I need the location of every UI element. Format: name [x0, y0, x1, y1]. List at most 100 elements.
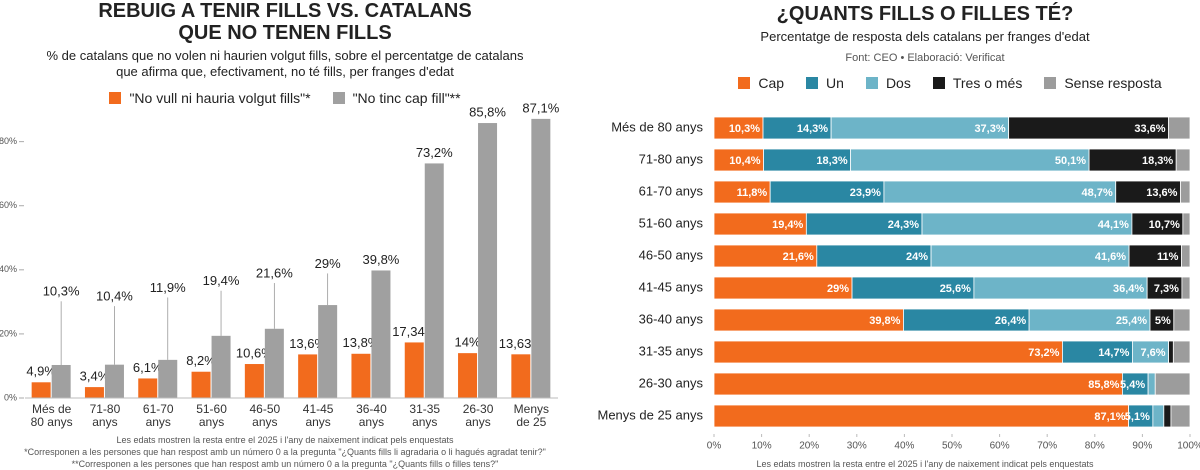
y-tick-label: 71-80 anys [639, 151, 704, 166]
footnote: Les edats mostren la resta entre el 2025… [756, 459, 1094, 469]
y-tick-label: 26-30 anys [639, 375, 704, 390]
chart-title: REBUIG A TENIR FILLS VS. CATALANS QUE NO… [98, 0, 472, 44]
bar [211, 335, 231, 398]
bar [31, 382, 51, 398]
value-label: 87,1% [1094, 411, 1125, 423]
bar-segment [1168, 116, 1191, 140]
value-label: 4,9% [26, 364, 56, 379]
bar [191, 371, 211, 398]
y-tick-label: 46-50 anys [639, 247, 704, 262]
value-label: 7,6% [1141, 347, 1166, 359]
y-tick-label: 20% [0, 328, 17, 338]
value-label: 11,9% [150, 280, 186, 295]
x-tick-label: 0% [707, 441, 722, 452]
x-tick-label: 50% [942, 441, 962, 452]
value-label: 19,4% [203, 273, 240, 288]
bar-segment [1154, 372, 1191, 396]
x-tick-label: 90% [1132, 441, 1152, 452]
legend-label: Tres o més [952, 75, 1023, 91]
value-label: 5% [1155, 315, 1171, 327]
value-label: 10,4% [729, 155, 760, 167]
value-label: 37,3% [974, 123, 1005, 135]
y-tick-label: 60% [0, 200, 17, 210]
value-label: 73,2% [416, 145, 453, 160]
y-tick-label: 80% [0, 136, 17, 146]
y-tick-label: 51-60 anys [639, 215, 704, 230]
bar-segment [850, 148, 1090, 172]
value-label: 10,3% [729, 123, 760, 135]
bar [264, 328, 284, 398]
x-tick-label: 71-80 anys [89, 402, 121, 429]
bar [511, 354, 531, 398]
chart-source: Font: CEO • Elaboració: Verificat [845, 52, 1005, 64]
value-label: 26,4% [995, 315, 1026, 327]
value-label: 25,4% [1116, 315, 1147, 327]
bar [404, 342, 424, 398]
bar-segment [1182, 212, 1191, 236]
legend-label: "No tinc cap fill"** [352, 90, 461, 106]
y-tick-label: Més de 80 anys [611, 119, 703, 134]
y-tick-label: 36-40 anys [639, 311, 704, 326]
legend-item: Tres o més [932, 75, 1023, 91]
footnote: *Corresponen a les persones que han resp… [24, 447, 546, 457]
legend-swatch [865, 77, 878, 89]
x-tick-label: 36-40 anys [356, 402, 387, 429]
x-tick-label: 100% [1177, 441, 1200, 452]
value-label: 10,3% [43, 284, 80, 299]
value-label: 33,6% [1134, 123, 1165, 135]
bar [104, 364, 124, 398]
x-tick-label: 70% [1037, 441, 1057, 452]
value-label: 21,6% [783, 251, 814, 263]
bar [158, 359, 178, 398]
bar-segment [1181, 244, 1191, 268]
legend-item: Un [806, 75, 844, 91]
value-label: 14,3% [797, 123, 828, 135]
bar-segment [1180, 180, 1191, 204]
x-tick-label: Més de 80 anys [30, 402, 73, 429]
value-label: 85,8% [469, 104, 506, 119]
y-tick-label: 61-70 anys [639, 183, 704, 198]
bar-segment [1163, 404, 1172, 428]
value-label: 44,1% [1098, 219, 1129, 231]
legend-item: "No tinc cap fill"** [332, 90, 461, 106]
value-label: 13,6% [289, 336, 326, 351]
chart-subtitle: Percentatge de resposta dels catalans pe… [760, 29, 1090, 44]
value-label: 14% [455, 335, 481, 350]
legend-swatch [1044, 77, 1057, 89]
value-label: 24,3% [888, 219, 919, 231]
bar [458, 353, 478, 398]
value-label: 10,7% [1149, 219, 1180, 231]
chart-subtitle: % de catalans que no volen ni haurien vo… [46, 48, 524, 79]
bar [298, 354, 318, 398]
bar-segment [713, 340, 1063, 364]
x-tick-label: 51-60 anys [196, 402, 227, 429]
value-label: 41,6% [1095, 251, 1126, 263]
value-label: 18,3% [816, 155, 847, 167]
value-label: 11% [1157, 251, 1179, 263]
bar-segment [713, 372, 1123, 396]
value-label: 8,2% [186, 353, 216, 368]
y-tick-label: Menys de 25 anys [597, 407, 703, 422]
value-label: 13,6% [1146, 187, 1177, 199]
x-tick-label: 20% [799, 441, 819, 452]
y-tick-label: 0% [4, 392, 17, 402]
value-label: 25,6% [940, 283, 971, 295]
legend-item: Dos [865, 75, 911, 91]
bar-segment [1175, 148, 1191, 172]
bar-segment [1172, 340, 1191, 364]
bar [478, 123, 498, 399]
legend-label: Un [826, 75, 844, 91]
legend-item: Sense resposta [1044, 75, 1162, 91]
bar [371, 270, 391, 398]
bar [244, 364, 264, 398]
chart-title: ¿QUANTS FILLS O FILLES TÉ? [776, 3, 1074, 25]
x-tick-label: 46-50 anys [249, 402, 281, 429]
legend: Cap Un Dos Tres o més Sense resposta [700, 75, 1200, 91]
value-label: 3,4% [80, 369, 110, 384]
x-tick-label: 40% [894, 441, 914, 452]
legend-label: "No vull ni hauria volgut fills"* [129, 90, 311, 106]
x-tick-label: Menys de 25 [513, 402, 550, 429]
value-label: 50,1% [1055, 155, 1086, 167]
x-tick-label: 26-30 anys [462, 402, 494, 429]
